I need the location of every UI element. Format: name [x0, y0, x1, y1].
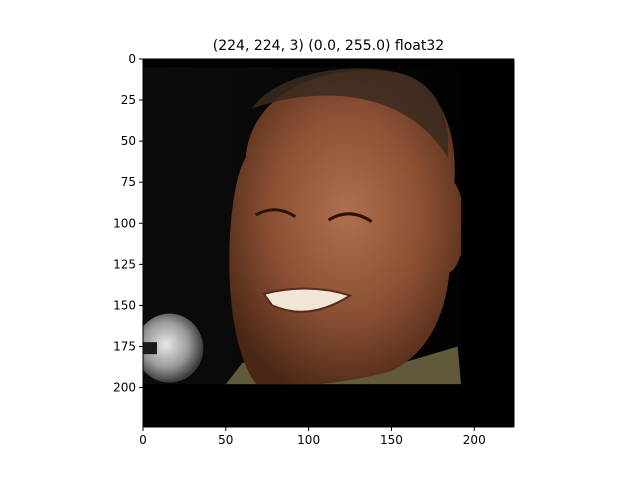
hair-shape [252, 68, 449, 158]
y-tick-label: 125 [113, 257, 136, 271]
microphone-icon [143, 313, 204, 383]
left-eye [254, 208, 297, 218]
x-tick-label: 0 [139, 433, 147, 447]
mouth-teeth [262, 287, 353, 313]
x-tick-label: 150 [380, 433, 403, 447]
x-tick-label: 100 [297, 433, 320, 447]
image-content [143, 59, 514, 427]
axes-frame [142, 58, 515, 428]
x-axis: 0 50 100 150 200 [139, 427, 486, 447]
microphone-handle [143, 342, 157, 355]
x-tick-label: 50 [218, 433, 233, 447]
y-axis: 0 25 50 75 100 125 150 175 200 [113, 52, 143, 395]
x-tick-label: 200 [463, 433, 486, 447]
y-tick-label: 150 [113, 298, 136, 312]
y-tick-label: 100 [113, 216, 136, 230]
y-tick-label: 25 [121, 93, 136, 107]
y-tick-label: 0 [128, 52, 136, 66]
y-tick-label: 50 [121, 134, 136, 148]
y-tick-label: 200 [113, 381, 136, 395]
y-tick-label: 175 [113, 340, 136, 354]
y-tick-label: 75 [121, 175, 136, 189]
photo-region [143, 67, 461, 385]
chart-title: (224, 224, 3) (0.0, 255.0) float32 [213, 38, 444, 54]
right-eye [327, 212, 373, 223]
